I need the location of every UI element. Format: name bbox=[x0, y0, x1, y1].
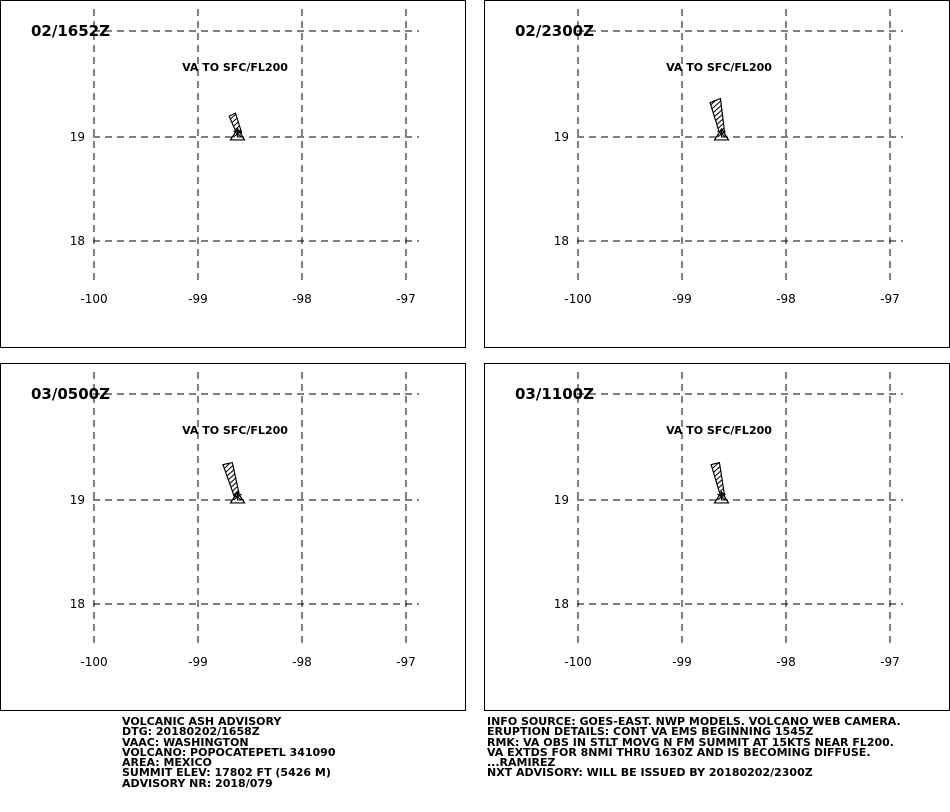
latitude-tick-label: 18 bbox=[70, 597, 85, 611]
advisory-remark-line: ERUPTION DETAILS: CONT VA EMS BEGINNING … bbox=[487, 725, 814, 739]
latitude-tick-label: 18 bbox=[554, 234, 569, 248]
ash-cloud-hatching bbox=[222, 462, 240, 497]
latitude-tick-label: 18 bbox=[70, 234, 85, 248]
advisory-line: AREA: MEXICO bbox=[122, 756, 212, 770]
latitude-tick-label: 19 bbox=[70, 493, 85, 507]
longitude-tick-label: -97 bbox=[880, 655, 900, 669]
longitude-tick-label: -100 bbox=[564, 655, 591, 669]
longitude-tick-label: -97 bbox=[880, 292, 900, 306]
longitude-tick-label: -100 bbox=[80, 655, 107, 669]
longitude-tick-label: -98 bbox=[776, 655, 796, 669]
longitude-tick-label: -99 bbox=[672, 292, 692, 306]
map-canvas: -100 -99 -98 -97 19 18 02/1652Z VA TO SFC/FL200 bbox=[31, 9, 419, 306]
flight-level-label: VA TO SFC/FL200 bbox=[182, 61, 288, 74]
latitude-tick-label: 19 bbox=[554, 130, 569, 144]
longitude-tick-label: -98 bbox=[776, 292, 796, 306]
longitude-tick-label: -99 bbox=[188, 292, 208, 306]
ash-cloud-hatching bbox=[710, 98, 725, 133]
map-canvas: -100 -99 -98 -97 19 18 02/2300Z VA TO SFC/FL200 bbox=[515, 9, 903, 306]
advisory-line: DTG: 20180202/1658Z bbox=[122, 725, 260, 739]
advisory-header-block: VOLCANIC ASH ADVISORY DTG: 20180202/1658Z… bbox=[122, 715, 336, 790]
advisory-remark-line: NXT ADVISORY: WILL BE ISSUED BY 20180202… bbox=[487, 766, 813, 780]
map-panel: -100 -99 -98 -97 19 18 03/0500Z VA TO SFC/FL200 bbox=[0, 363, 466, 711]
longitude-tick-label: -97 bbox=[396, 292, 416, 306]
longitude-tick-label: -99 bbox=[672, 655, 692, 669]
latitude-tick-label: 18 bbox=[554, 597, 569, 611]
longitude-tick-label: -99 bbox=[188, 655, 208, 669]
advisory-remark-line: INFO SOURCE: GOES-EAST. NWP MODELS. VOLC… bbox=[487, 715, 901, 728]
volcano-triangle-icon bbox=[229, 127, 246, 141]
map-panel: -100 -99 -98 -97 19 18 02/1652Z VA TO SFC/FL200 bbox=[0, 0, 466, 348]
advisory-remark-line: VA EXTDS FOR 8NMI THRU 1630Z AND IS BECO… bbox=[487, 745, 871, 759]
volcano-triangle-icon bbox=[713, 490, 730, 504]
map-canvas: -100 -99 -98 -97 19 18 03/0500Z VA TO SFC/FL200 bbox=[31, 372, 419, 669]
valid-time-label: 02/2300Z bbox=[515, 22, 594, 40]
map-panel: -100 -99 -98 -97 19 18 03/1100Z VA TO SFC/FL200 bbox=[484, 363, 950, 711]
advisory-line: ADVISORY NR: 2018/079 bbox=[122, 776, 273, 790]
ash-cloud-hatching bbox=[711, 462, 725, 496]
map-panel: -100 -99 -98 -97 19 18 02/2300Z VA TO SFC/FL200 bbox=[484, 0, 950, 348]
longitude-tick-label: -98 bbox=[292, 292, 312, 306]
latitude-tick-label: 19 bbox=[70, 130, 85, 144]
valid-time-label: 03/0500Z bbox=[31, 385, 110, 403]
valid-time-label: 03/1100Z bbox=[515, 385, 594, 403]
latitude-tick-label: 19 bbox=[554, 493, 569, 507]
longitude-tick-label: -100 bbox=[80, 292, 107, 306]
flight-level-label: VA TO SFC/FL200 bbox=[666, 61, 772, 74]
advisory-line: SUMMIT ELEV: 17802 FT (5426 M) bbox=[122, 766, 331, 780]
longitude-tick-label: -98 bbox=[292, 655, 312, 669]
volcano-triangle-icon bbox=[229, 490, 246, 504]
advisory-remark-line: ...RAMIREZ bbox=[487, 756, 556, 770]
advisory-line: VAAC: WASHINGTON bbox=[122, 735, 249, 749]
flight-level-label: VA TO SFC/FL200 bbox=[666, 424, 772, 437]
valid-time-label: 02/1652Z bbox=[31, 22, 110, 40]
flight-level-label: VA TO SFC/FL200 bbox=[182, 424, 288, 437]
volcano-triangle-icon bbox=[713, 127, 730, 141]
advisory-remark-line: RMK: VA OBS IN STLT MOVG N FM SUMMIT AT … bbox=[487, 735, 894, 749]
advisory-line: VOLCANIC ASH ADVISORY bbox=[122, 715, 282, 728]
map-canvas: -100 -99 -98 -97 19 18 03/1100Z VA TO SFC/FL200 bbox=[515, 372, 903, 669]
advisory-remarks-block: INFO SOURCE: GOES-EAST. NWP MODELS. VOLC… bbox=[487, 715, 901, 780]
advisory-line: VOLCANO: POPOCATEPETL 341090 bbox=[122, 745, 336, 759]
longitude-tick-label: -100 bbox=[564, 292, 591, 306]
longitude-tick-label: -97 bbox=[396, 655, 416, 669]
